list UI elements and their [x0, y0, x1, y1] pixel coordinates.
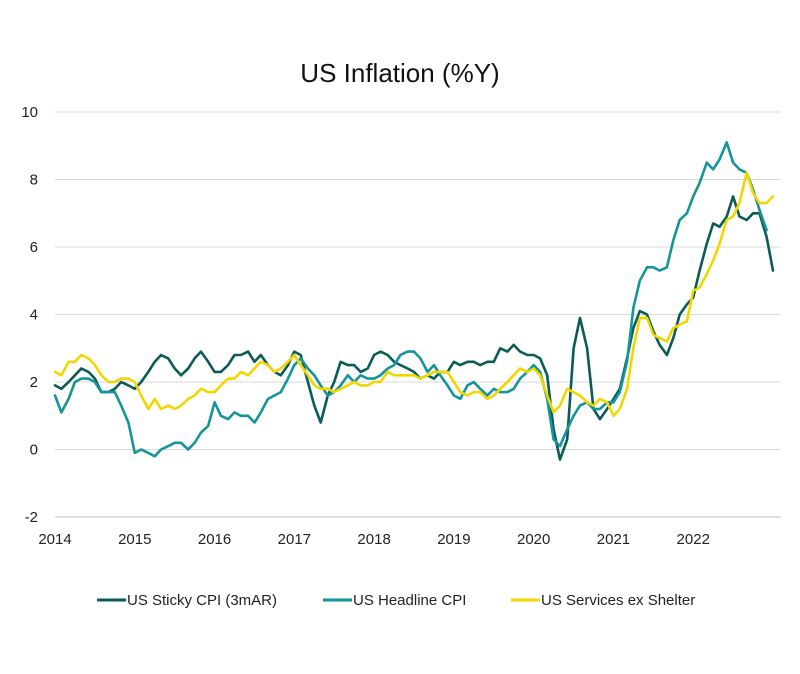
series-line-1 — [53, 195, 775, 461]
x-tick-label: 2022 — [677, 531, 710, 548]
y-tick-label: -2 — [25, 509, 38, 526]
legend-label: US Sticky CPI (3mAR) — [127, 592, 277, 609]
chart-title: US Inflation (%Y) — [300, 58, 499, 88]
y-tick-label: 8 — [30, 172, 38, 189]
x-axis-ticks: 2014 2015 2016 2017 2018 2019 2020 2021 2022 — [38, 531, 710, 548]
legend: US Sticky CPI (3mAR) US Headline CPI US Se… — [97, 592, 695, 609]
series-line-2 — [53, 141, 768, 458]
x-tick-label: 2017 — [278, 531, 311, 548]
y-tick-label: 0 — [30, 442, 38, 459]
y-tick-label: 2 — [30, 374, 38, 391]
series-lines — [53, 141, 775, 461]
x-tick-label: 2021 — [597, 531, 630, 548]
x-tick-label: 2020 — [517, 531, 550, 548]
y-axis-ticks: -2 0 2 4 6 8 10 — [21, 104, 38, 526]
y-tick-label: 6 — [30, 239, 38, 256]
gridlines — [55, 111, 781, 450]
y-tick-label: 10 — [21, 104, 38, 121]
y-tick-label: 4 — [30, 307, 38, 324]
series-line-3 — [53, 171, 775, 418]
x-tick-label: 2014 — [38, 531, 71, 548]
x-tick-label: 2016 — [198, 531, 231, 548]
legend-label: US Services ex Shelter — [541, 592, 695, 609]
x-tick-label: 2019 — [437, 531, 470, 548]
x-tick-label: 2018 — [357, 531, 390, 548]
x-tick-label: 2015 — [118, 531, 151, 548]
legend-label: US Headline CPI — [353, 592, 466, 609]
